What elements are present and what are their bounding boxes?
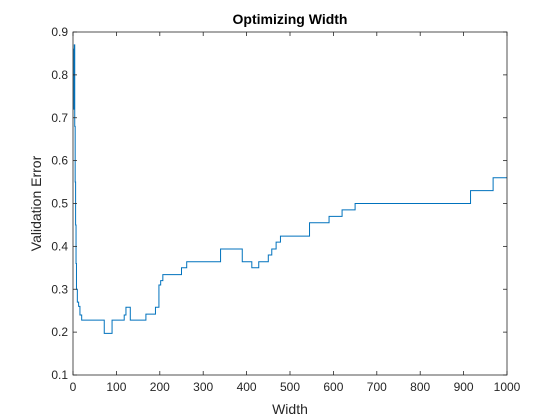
x-tick-label: 400: [237, 380, 257, 394]
x-axis-label: Width: [272, 401, 308, 417]
x-tick-label: 500: [280, 380, 300, 394]
y-tick-label: 0.6: [51, 154, 68, 168]
y-tick-label: 0.5: [51, 197, 68, 211]
y-tick-label: 0.7: [51, 111, 68, 125]
y-axis: 0.1 0.2 0.3 0.4 0.5 0.6 0.7 0.8 0.9: [51, 25, 507, 382]
y-tick-label: 0.9: [51, 25, 68, 39]
x-tick-label: 200: [150, 380, 170, 394]
x-tick-label: 1000: [494, 380, 521, 394]
y-tick-label: 0.3: [51, 282, 68, 296]
x-tick-label: 0: [70, 380, 77, 394]
x-axis: 0 100 200 300 400 500 600 700 800 900 1000: [70, 32, 521, 394]
y-tick-label: 0.8: [51, 68, 68, 82]
series-line-1: [73, 44, 507, 334]
chart-title: Optimizing Width: [233, 11, 348, 27]
x-tick-label: 300: [193, 380, 213, 394]
series-layer: [73, 44, 507, 334]
x-tick-label: 900: [454, 380, 474, 394]
x-tick-label: 700: [367, 380, 387, 394]
x-tick-label: 100: [106, 380, 126, 394]
x-tick-label: 600: [323, 380, 343, 394]
y-tick-label: 0.2: [51, 325, 68, 339]
y-axis-label: Validation Error: [28, 155, 44, 251]
x-tick-label: 800: [410, 380, 430, 394]
y-tick-label: 0.4: [51, 239, 68, 253]
y-tick-label: 0.1: [51, 368, 68, 382]
